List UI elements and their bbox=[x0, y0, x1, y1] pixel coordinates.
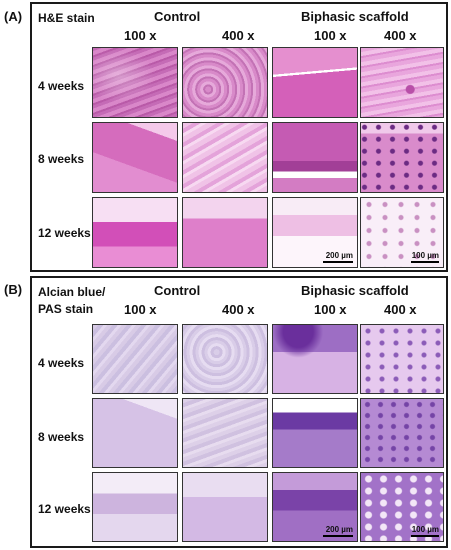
micrograph-he-biphasic-400x-4w bbox=[360, 47, 444, 118]
micrograph-ab-biphasic-400x-12w: 100 µm bbox=[360, 472, 444, 542]
micrograph-ab-control-100x-4w bbox=[92, 324, 178, 394]
micrograph-he-biphasic-400x-12w: 100 µm bbox=[360, 197, 444, 268]
micrograph-ab-biphasic-100x-8w bbox=[272, 398, 358, 468]
micrograph-ab-biphasic-100x-12w: 200 µm bbox=[272, 472, 358, 542]
panel-a-row-8-weeks: 8 weeks bbox=[38, 152, 85, 166]
panel-a-mag-1: 100 x bbox=[124, 28, 157, 43]
micrograph-ab-biphasic-400x-8w bbox=[360, 398, 444, 468]
panel-a-stain-label: H&E stain bbox=[38, 11, 95, 25]
micrograph-he-biphasic-100x-8w bbox=[272, 122, 358, 193]
micrograph-he-biphasic-400x-8w bbox=[360, 122, 444, 193]
panel-b-mag-1: 100 x bbox=[124, 302, 157, 317]
panel-b-mag-4: 400 x bbox=[384, 302, 417, 317]
panel-b-group-biphasic: Biphasic scaffold bbox=[301, 283, 409, 298]
micrograph-ab-control-400x-8w bbox=[182, 398, 268, 468]
panel-a-mag-2: 400 x bbox=[222, 28, 255, 43]
panel-a-group-control: Control bbox=[154, 9, 201, 24]
micrograph-he-biphasic-100x-4w bbox=[272, 47, 358, 118]
panel-b-stain-line-1: Alcian blue/ bbox=[38, 285, 106, 299]
micrograph-ab-control-400x-12w bbox=[182, 472, 268, 542]
panel-b-group-control: Control bbox=[154, 283, 201, 298]
panel-a: H&E stain Control Biphasic scaffold 100 … bbox=[30, 2, 448, 272]
scale-bar-200um: 200 µm bbox=[323, 251, 353, 263]
panel-a-label: (A) bbox=[4, 9, 23, 24]
panel-b-row-12-weeks: 12 weeks bbox=[38, 502, 91, 516]
micrograph-he-control-400x-12w bbox=[182, 197, 268, 268]
micrograph-ab-control-400x-4w bbox=[182, 324, 268, 394]
micrograph-ab-biphasic-400x-4w bbox=[360, 324, 444, 394]
scale-bar-label: 100 µm bbox=[411, 525, 439, 534]
scale-bar-100um: 100 µm bbox=[411, 251, 439, 263]
micrograph-he-control-400x-4w bbox=[182, 47, 268, 118]
micrograph-ab-biphasic-100x-4w bbox=[272, 324, 358, 394]
panel-a-mag-3: 100 x bbox=[314, 28, 347, 43]
scale-bar-label: 100 µm bbox=[411, 251, 439, 260]
scale-bar-100um: 100 µm bbox=[411, 525, 439, 537]
panel-b-stain-line-2: PAS stain bbox=[38, 302, 94, 316]
panel-b-mag-3: 100 x bbox=[314, 302, 347, 317]
panel-b-row-4-weeks: 4 weeks bbox=[38, 356, 85, 370]
micrograph-ab-control-100x-12w bbox=[92, 472, 178, 542]
panel-a-row-4-weeks: 4 weeks bbox=[38, 79, 85, 93]
panel-a-mag-4: 400 x bbox=[384, 28, 417, 43]
panel-b: Alcian blue/ PAS stain Control Biphasic … bbox=[30, 276, 448, 548]
micrograph-he-control-100x-12w bbox=[92, 197, 178, 268]
micrograph-ab-control-100x-8w bbox=[92, 398, 178, 468]
micrograph-he-biphasic-100x-12w: 200 µm bbox=[272, 197, 358, 268]
scale-bar-label: 200 µm bbox=[325, 251, 353, 260]
panel-b-label: (B) bbox=[4, 282, 23, 297]
panel-a-row-12-weeks: 12 weeks bbox=[38, 226, 91, 240]
scale-bar-label: 200 µm bbox=[325, 525, 353, 534]
panel-b-row-8-weeks: 8 weeks bbox=[38, 430, 85, 444]
micrograph-he-control-100x-8w bbox=[92, 122, 178, 193]
scale-bar-200um: 200 µm bbox=[323, 525, 353, 537]
panel-a-group-biphasic: Biphasic scaffold bbox=[301, 9, 409, 24]
micrograph-he-control-100x-4w bbox=[92, 47, 178, 118]
micrograph-he-control-400x-8w bbox=[182, 122, 268, 193]
panel-b-mag-2: 400 x bbox=[222, 302, 255, 317]
